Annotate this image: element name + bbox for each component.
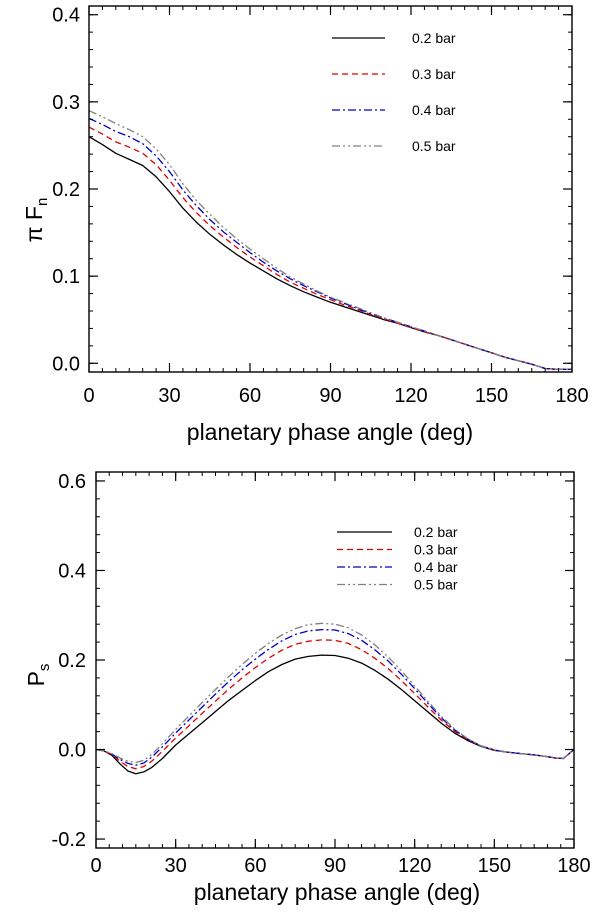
flux-y-tick-label: 0.1 (52, 266, 80, 288)
flux-series-line-0 (88, 136, 572, 371)
polarization-legend-label-0: 0.2 bar (414, 524, 458, 540)
flux-x-tick-label: 0 (83, 385, 94, 407)
flux-series-line-3 (88, 110, 572, 371)
polarization-plot-frame (95, 471, 575, 849)
flux-y-tick-label: 0.3 (52, 92, 80, 114)
flux-legend-label-1: 0.3 bar (412, 66, 456, 82)
polarization-x-tick-label: 180 (557, 855, 590, 877)
flux-x-tick-label: 30 (158, 385, 180, 407)
polarization-y-tick-label: 0.6 (58, 471, 86, 493)
polarization-x-tick-label: 60 (244, 855, 266, 877)
polarization-series-line-2 (95, 628, 575, 766)
polarization-y-axis-title-subscript: s (36, 664, 53, 672)
flux-series-line-2 (88, 117, 572, 371)
polarization-y-tick-label: 0.4 (58, 560, 86, 582)
polarization-y-axis-title-main: P (23, 671, 49, 686)
polarization-series-line-1 (95, 639, 575, 770)
polarization-legend-label-3: 0.5 bar (414, 577, 458, 593)
polarization-y-axis-title: Ps (23, 664, 53, 687)
flux-x-tick-label: 60 (239, 385, 261, 407)
flux-y-axis-title-subscript: n (34, 198, 51, 206)
flux-y-tick-label: 0.0 (52, 353, 80, 375)
polarization-series-line-0 (95, 654, 575, 775)
flux-x-tick-label: 120 (394, 385, 427, 407)
flux-series-group (88, 110, 572, 371)
polarization-panel: 0 30 60 90 120 150 180 -0.2 0.0 0.2 0.4 0.6 0.2 bar… (23, 471, 591, 905)
flux-series-line-1 (88, 126, 572, 371)
polarization-tick-labels: 0 30 60 90 120 150 180 -0.2 0.0 0.2 0.4 0.6 (52, 471, 591, 877)
polarization-series-group (95, 622, 575, 775)
polarization-legend-label-2: 0.4 bar (414, 559, 458, 575)
polarization-x-tick-label: 120 (398, 855, 431, 877)
flux-legend-label-3: 0.5 bar (412, 138, 456, 154)
flux-y-axis-title: π Fn (21, 198, 51, 243)
flux-legend: 0.2 bar 0.3 bar 0.4 bar 0.5 bar (332, 30, 456, 154)
flux-x-tick-label: 150 (475, 385, 508, 407)
polarization-ticks (95, 472, 575, 848)
flux-x-tick-label: 180 (555, 385, 588, 407)
flux-y-axis-title-main: π F (21, 206, 47, 242)
polarization-x-axis-title: planetary phase angle (deg) (194, 879, 480, 905)
flux-legend-label-2: 0.4 bar (412, 102, 456, 118)
polarization-x-tick-label: 150 (478, 855, 511, 877)
polarization-y-tick-label: -0.2 (52, 829, 86, 851)
flux-x-tick-label: 90 (319, 385, 341, 407)
polarization-x-tick-label: 30 (165, 855, 187, 877)
polarization-x-tick-label: 90 (324, 855, 346, 877)
polarization-series-line-3 (95, 622, 575, 764)
flux-y-tick-label: 0.2 (52, 179, 80, 201)
polarization-y-tick-label: 0.2 (58, 650, 86, 672)
flux-plot-frame (88, 5, 573, 373)
flux-legend-label-0: 0.2 bar (412, 30, 456, 46)
polarization-x-tick-label: 0 (90, 855, 101, 877)
polarization-legend-label-1: 0.3 bar (414, 542, 458, 558)
flux-ticks (88, 6, 573, 372)
flux-x-axis-title: planetary phase angle (deg) (187, 419, 473, 445)
flux-tick-labels: 0 30 60 90 120 150 180 0.0 0.1 0.2 0.3 0.4 (52, 5, 589, 407)
polarization-y-tick-label: 0.0 (58, 740, 86, 762)
flux-y-tick-label: 0.4 (52, 5, 80, 27)
